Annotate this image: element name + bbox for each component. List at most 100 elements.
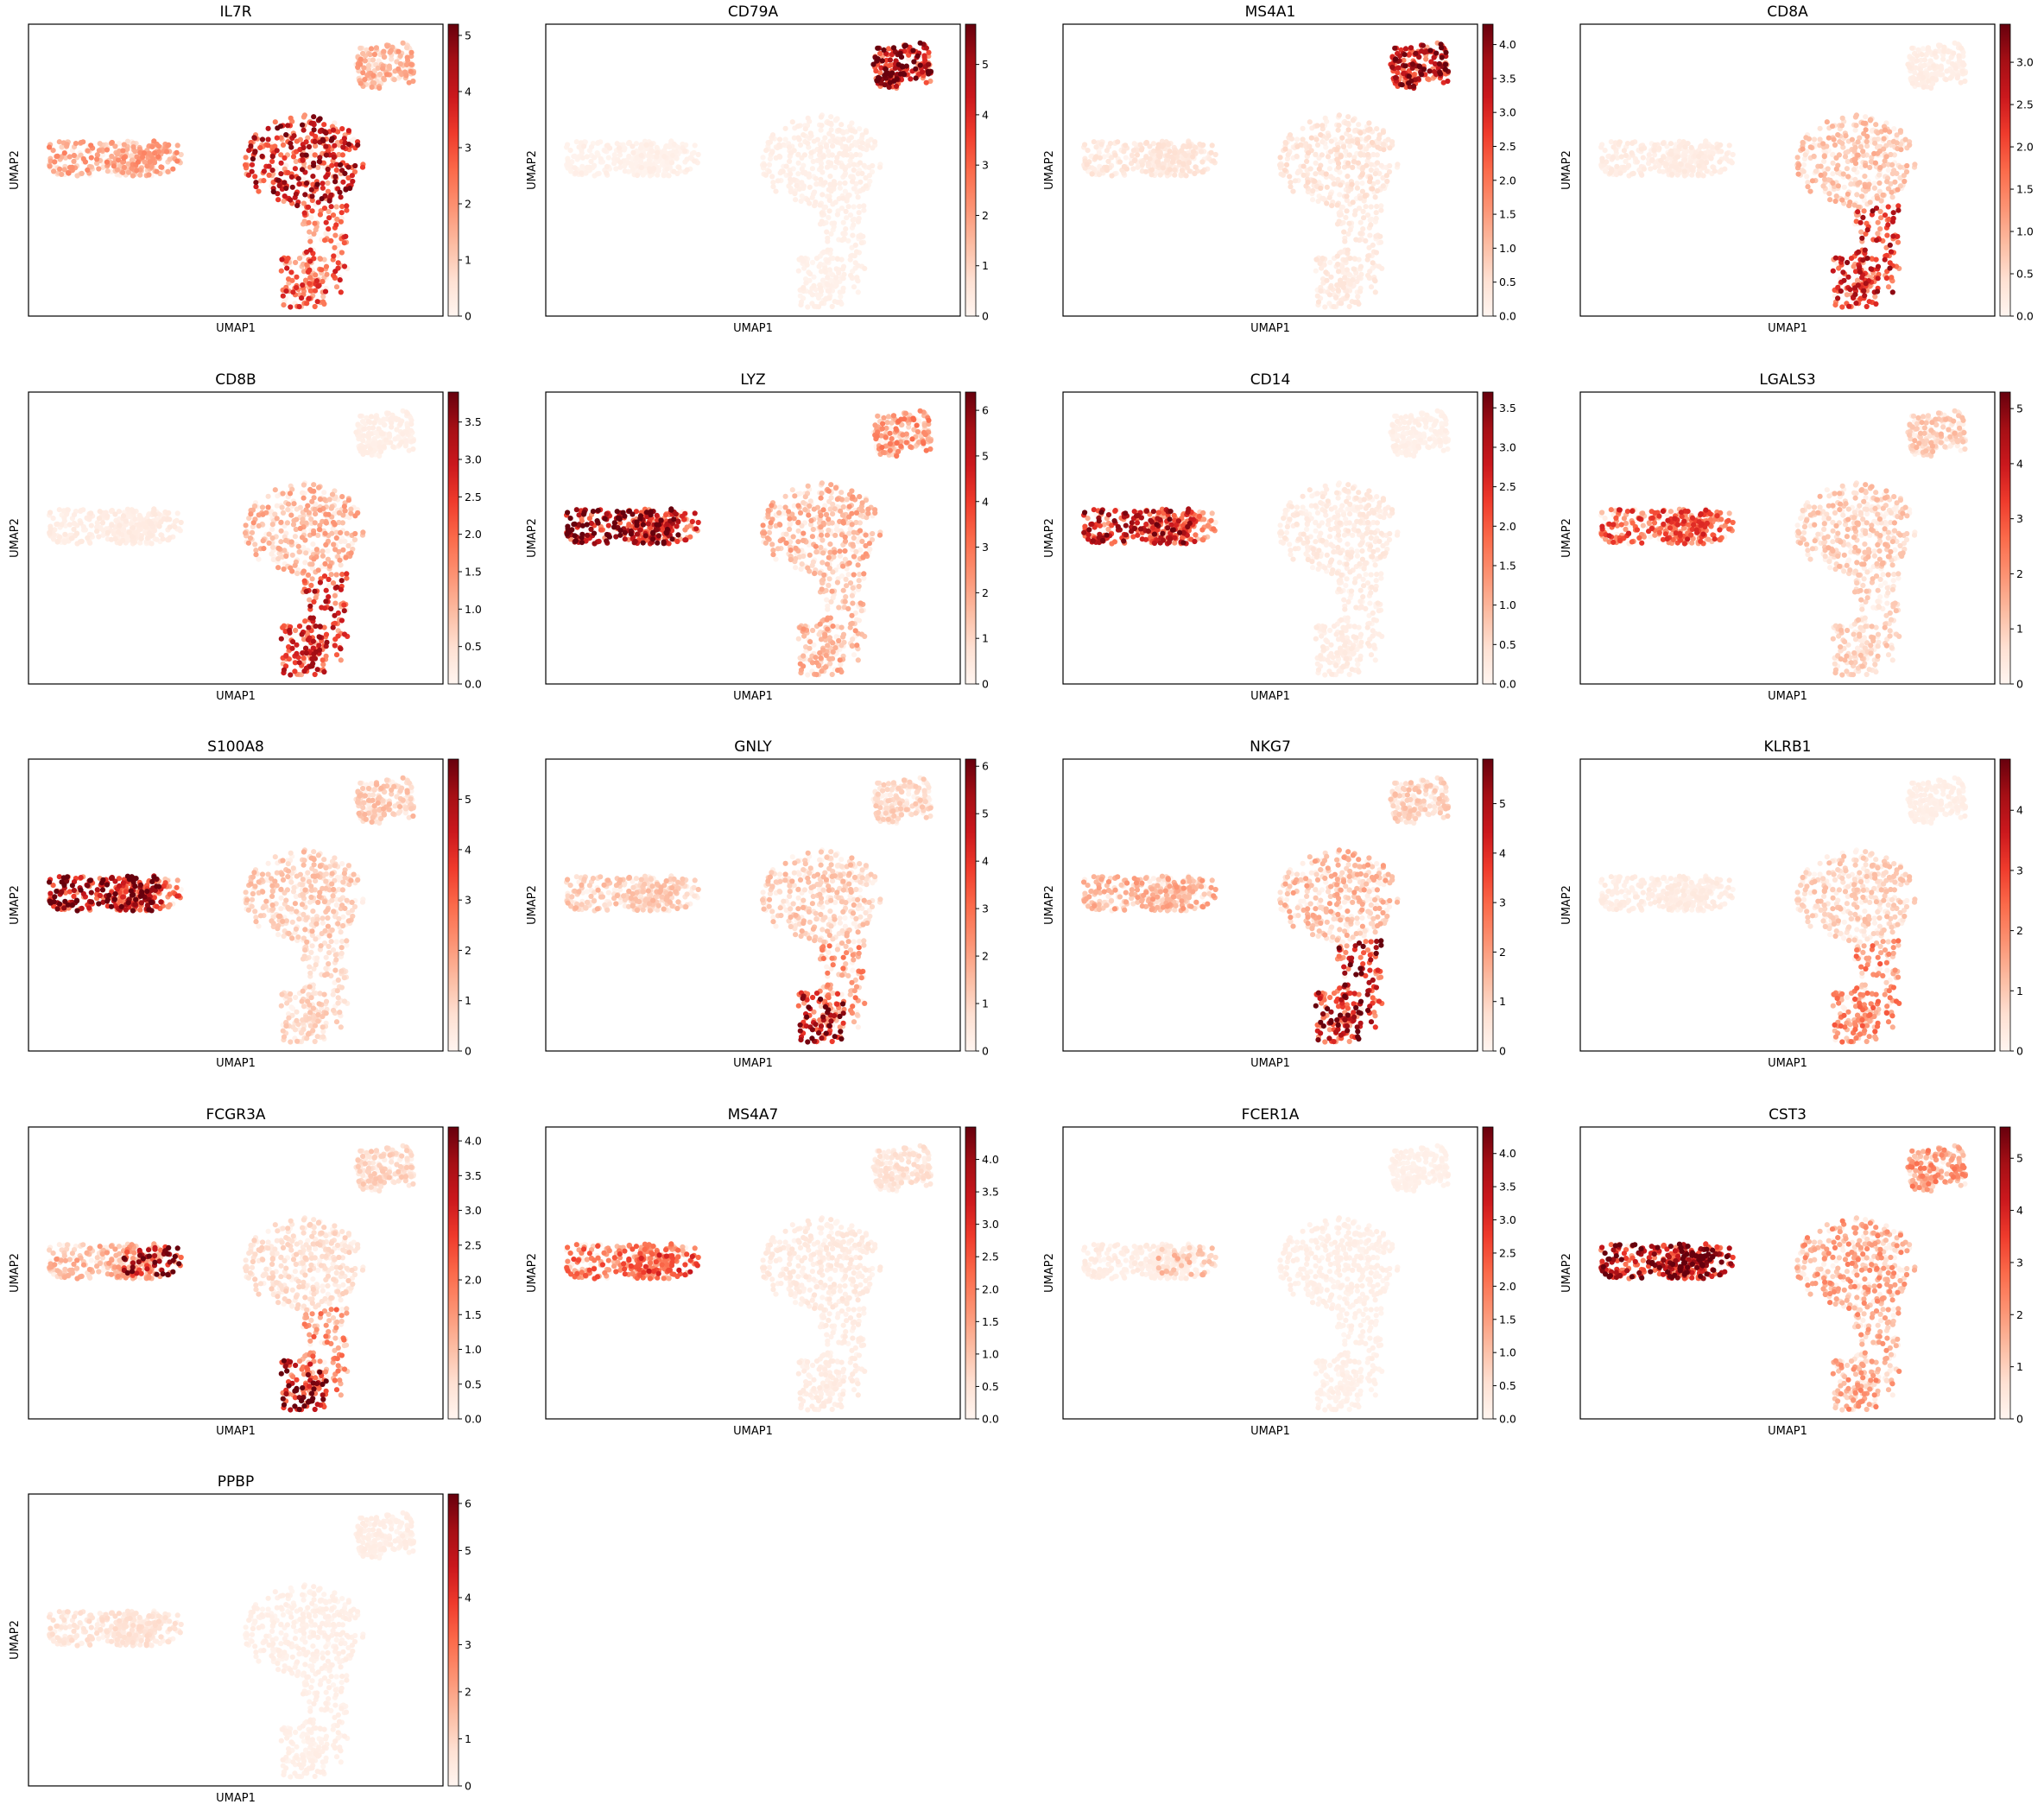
cell-point <box>859 171 864 176</box>
cell-point <box>875 46 880 51</box>
cell-point <box>157 523 162 529</box>
cell-point <box>175 142 180 148</box>
cell-point <box>1863 184 1868 189</box>
cell-point <box>1370 140 1375 145</box>
cell-point <box>313 152 318 157</box>
cell-point <box>289 174 294 180</box>
cell-point <box>54 154 60 159</box>
cell-point <box>827 174 832 179</box>
cell-point <box>1846 304 1851 309</box>
cell-point <box>1724 151 1730 156</box>
cell-point <box>332 593 338 598</box>
cell-point <box>1294 136 1300 142</box>
cell-point <box>1832 142 1838 148</box>
cell-point <box>846 204 851 209</box>
cell-point <box>1956 53 1961 58</box>
cell-point <box>47 163 53 168</box>
cell-point <box>821 154 826 159</box>
cell-point <box>1639 147 1644 152</box>
cell-point <box>370 73 376 78</box>
cell-point <box>315 299 320 304</box>
cell-point <box>1603 148 1608 153</box>
cell-point <box>1296 168 1301 174</box>
cell-point <box>323 174 328 180</box>
cell-point <box>312 495 317 500</box>
cell-point <box>835 256 840 262</box>
cell-point <box>606 155 611 161</box>
cell-point <box>98 509 103 514</box>
cell-point <box>857 160 863 165</box>
cell-point <box>1904 169 1909 174</box>
cell-point <box>329 193 334 198</box>
cell-point <box>369 414 374 419</box>
cell-point <box>1443 50 1448 55</box>
cell-point <box>667 173 672 178</box>
cell-point <box>1347 304 1352 309</box>
cell-point <box>329 163 334 168</box>
cell-point <box>358 61 363 66</box>
cell-point <box>1839 198 1845 203</box>
cell-point <box>1345 267 1350 272</box>
cell-point <box>1652 165 1657 170</box>
cell-point <box>589 144 594 149</box>
cell-point <box>851 162 857 168</box>
cell-point <box>1170 160 1175 165</box>
cell-point <box>1905 62 1910 67</box>
cell-point <box>1393 56 1398 61</box>
cell-point <box>796 161 801 166</box>
cell-point <box>835 300 840 305</box>
cell-point <box>1099 142 1104 147</box>
cell-point <box>777 136 782 142</box>
cell-point <box>808 150 813 155</box>
cell-point <box>1319 139 1325 144</box>
cell-point <box>801 183 807 188</box>
cell-point <box>330 136 335 142</box>
cell-point <box>1874 257 1879 263</box>
cell-point <box>1864 256 1870 261</box>
cell-point <box>1874 237 1879 243</box>
cell-point <box>1661 141 1666 146</box>
panel-title: CD8A <box>1767 3 1808 21</box>
cell-point <box>1910 81 1915 86</box>
cell-point <box>1872 186 1877 191</box>
cell-point <box>377 85 382 91</box>
cell-point <box>1364 163 1369 168</box>
cell-point <box>1307 119 1313 124</box>
cell-point <box>332 601 338 606</box>
cell-point <box>326 215 332 220</box>
cell-point <box>655 150 660 155</box>
cell-point <box>844 209 849 214</box>
cell-point <box>841 272 846 277</box>
cell-point <box>1853 145 1858 150</box>
cell-point <box>1313 152 1318 157</box>
cell-point <box>380 66 385 71</box>
cell-point <box>1682 157 1687 162</box>
cell-point <box>1319 123 1325 128</box>
cell-point <box>1883 128 1888 133</box>
cell-point <box>848 174 853 179</box>
cell-point <box>1306 150 1311 155</box>
cell-point <box>837 151 842 156</box>
cell-point <box>311 489 316 494</box>
cell-point <box>339 250 345 255</box>
cell-point <box>408 62 414 67</box>
cell-point <box>1166 142 1171 147</box>
cell-point <box>404 45 409 50</box>
cell-point <box>693 142 698 148</box>
cell-point <box>253 180 258 185</box>
cell-point <box>1850 137 1855 142</box>
cell-point <box>1123 142 1128 148</box>
cell-point <box>1832 302 1838 307</box>
cell-point <box>275 546 281 551</box>
cell-point <box>1335 262 1340 267</box>
cell-point <box>1324 200 1329 206</box>
cell-point <box>814 256 819 261</box>
cell-point <box>78 539 83 544</box>
cell-point <box>117 541 123 546</box>
cell-point <box>1810 178 1815 183</box>
cell-point <box>1363 238 1368 244</box>
cell-point <box>776 142 782 148</box>
cell-point <box>911 59 916 64</box>
cell-point <box>918 63 923 68</box>
cell-point <box>1381 142 1386 147</box>
